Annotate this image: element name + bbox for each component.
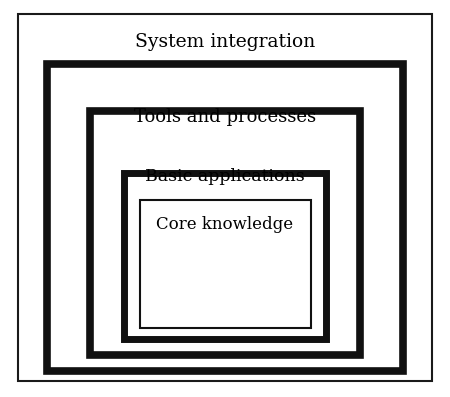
Bar	[90, 111, 360, 355]
Text: System integration: System integration	[135, 33, 315, 51]
Text: Tools and processes: Tools and processes	[134, 108, 316, 126]
Bar	[124, 173, 326, 339]
Bar	[47, 64, 403, 371]
Text: Core knowledge: Core knowledge	[157, 216, 293, 233]
Text: Basic applications: Basic applications	[145, 168, 305, 185]
Bar	[140, 200, 310, 328]
